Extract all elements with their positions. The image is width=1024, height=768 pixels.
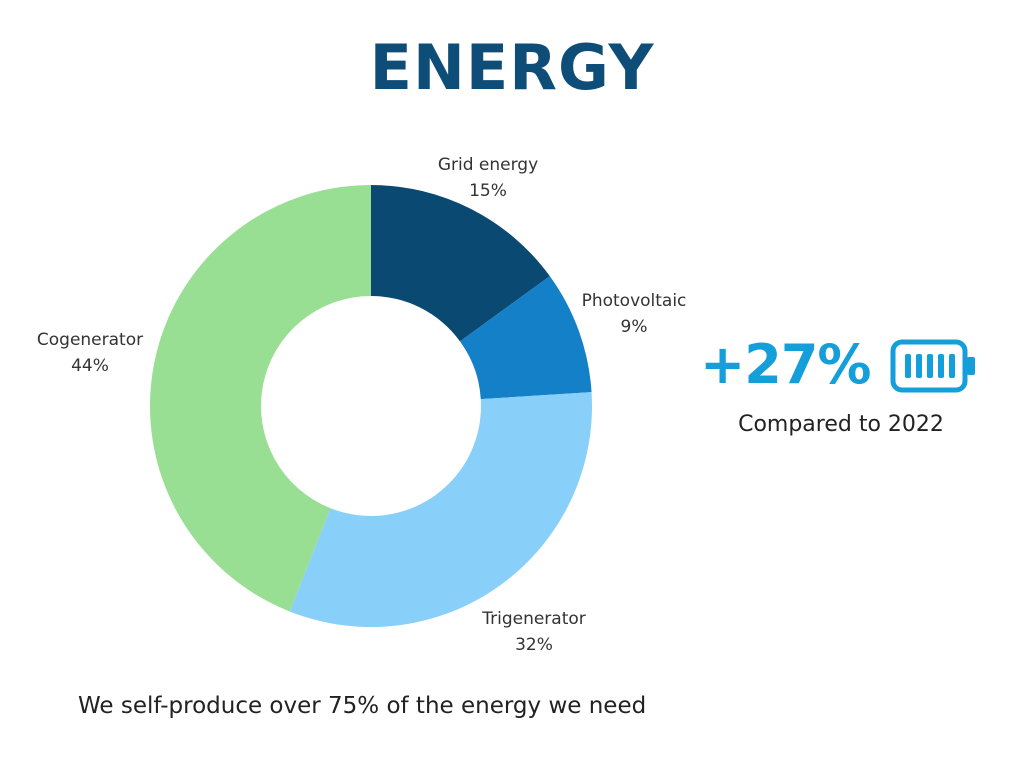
slice-value-photovoltaic: 9% bbox=[621, 317, 648, 337]
footer-note: We self-produce over 75% of the energy w… bbox=[78, 693, 647, 719]
slice-trigenerator bbox=[289, 392, 592, 627]
page-title: ENERGY bbox=[369, 31, 655, 104]
battery-full-icon bbox=[890, 339, 975, 393]
slice-label-cogenerator: Cogenerator bbox=[37, 330, 143, 350]
stat-caption: Compared to 2022 bbox=[738, 412, 944, 437]
slice-label-grid-energy: Grid energy bbox=[438, 155, 538, 175]
slice-value-trigenerator: 32% bbox=[515, 635, 553, 655]
slice-cogenerator bbox=[150, 185, 371, 612]
donut-slices bbox=[150, 185, 592, 627]
slice-label-trigenerator: Trigenerator bbox=[481, 609, 586, 629]
slice-value-cogenerator: 44% bbox=[71, 356, 109, 376]
slice-labels: Grid energy 15% Photovoltaic 9% Trigenerator… bbox=[37, 155, 687, 655]
stat-change-value: +27% bbox=[700, 333, 871, 396]
slice-value-grid-energy: 15% bbox=[469, 181, 507, 201]
slice-grid-energy bbox=[371, 185, 550, 342]
slice-label-photovoltaic: Photovoltaic bbox=[582, 291, 687, 311]
slice-photovoltaic bbox=[459, 276, 592, 400]
